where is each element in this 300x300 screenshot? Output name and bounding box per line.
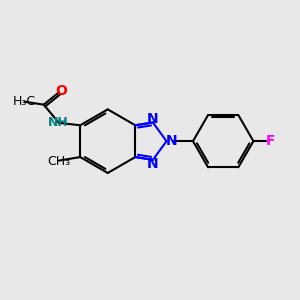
Text: H₃C: H₃C xyxy=(13,94,36,108)
Text: CH₃: CH₃ xyxy=(47,155,70,168)
Text: N: N xyxy=(147,157,159,171)
Text: O: O xyxy=(55,83,67,98)
Text: NH: NH xyxy=(48,116,69,128)
Text: F: F xyxy=(266,134,275,148)
Text: N: N xyxy=(147,112,159,126)
Text: N: N xyxy=(166,134,178,148)
